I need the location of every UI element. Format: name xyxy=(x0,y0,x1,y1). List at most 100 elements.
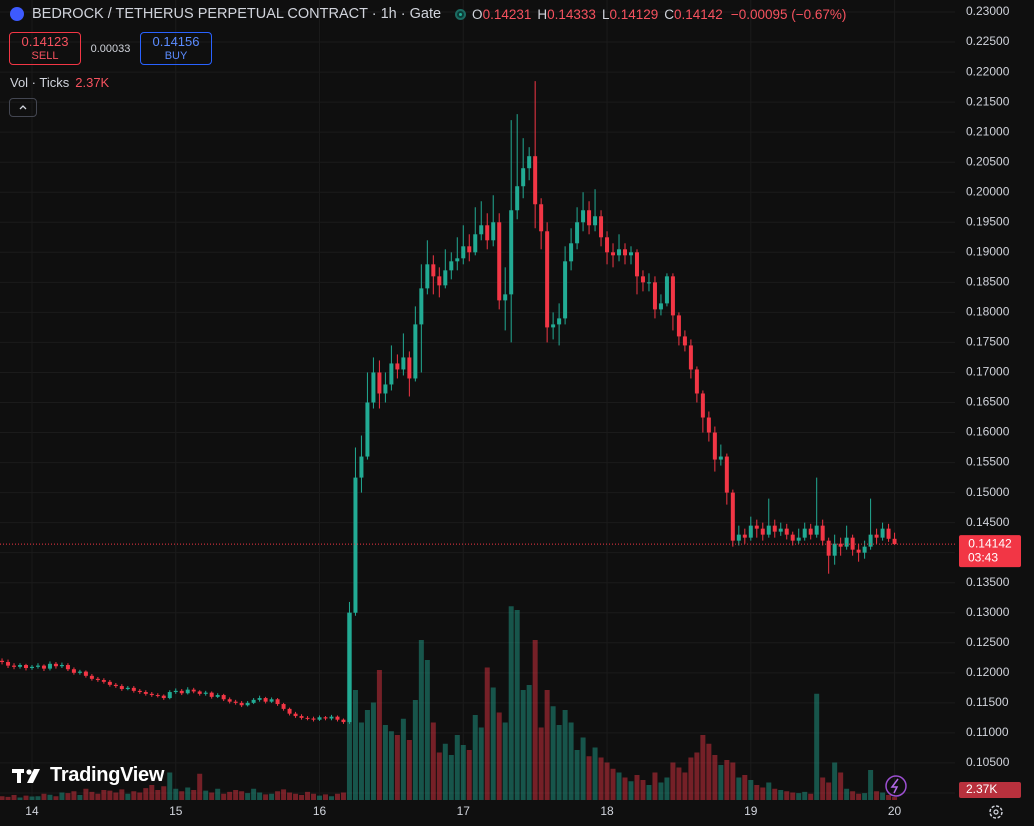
volume-bar xyxy=(724,760,730,800)
candle-body xyxy=(742,534,747,538)
alert-icon[interactable] xyxy=(885,775,907,797)
candle-body xyxy=(652,282,657,310)
volume-bar xyxy=(143,788,149,800)
symbol-header: BEDROCK / TETHERUS PERPETUAL CONTRACT · … xyxy=(10,6,846,22)
candle-body xyxy=(263,698,268,702)
volume-bar xyxy=(209,792,215,800)
candle-body xyxy=(545,231,550,328)
y-tick-label: 0.21000 xyxy=(966,124,1010,138)
candle-body xyxy=(557,318,562,325)
candle-body xyxy=(814,525,819,535)
brand-logo[interactable]: TradingView xyxy=(12,764,164,787)
countdown-label: 03:43 xyxy=(968,550,998,564)
volume-bar xyxy=(394,735,400,800)
candle-body xyxy=(101,680,106,682)
candle-body xyxy=(173,690,178,693)
volume-bar xyxy=(275,791,281,800)
volume-bar xyxy=(382,725,388,800)
volume-bar xyxy=(125,793,131,800)
candle-body xyxy=(796,537,801,541)
volume-bar xyxy=(281,789,287,800)
volume-bar xyxy=(227,791,233,800)
volume-bar xyxy=(682,772,688,800)
volume-bar xyxy=(323,794,329,800)
candle-body xyxy=(820,525,825,541)
collapse-button[interactable] xyxy=(9,98,37,117)
volume-bar xyxy=(736,777,742,800)
volume-bar xyxy=(448,755,454,800)
candle-body xyxy=(413,324,418,379)
candle-body xyxy=(35,665,40,667)
candle-body xyxy=(269,699,274,702)
buy-button[interactable]: 0.14156 BUY xyxy=(140,32,212,65)
candle-body xyxy=(227,699,232,702)
volume-bar xyxy=(874,791,880,800)
volume-bar xyxy=(532,640,538,800)
last-price-box xyxy=(959,535,1021,568)
candle-body xyxy=(383,384,388,394)
settings-icon[interactable] xyxy=(989,805,1003,819)
candle-body xyxy=(455,258,460,262)
candle-body xyxy=(491,222,496,241)
volume-bar xyxy=(886,795,892,800)
volume-bar xyxy=(167,772,173,800)
volume-bar xyxy=(784,791,790,800)
y-tick-label: 0.11000 xyxy=(966,725,1009,739)
candle-body xyxy=(359,456,364,478)
volume-bar xyxy=(526,685,532,800)
market-status[interactable] xyxy=(455,8,467,20)
volume-bar xyxy=(838,772,844,800)
volume-bar xyxy=(334,793,340,800)
candle-body xyxy=(706,417,711,433)
volume-bar xyxy=(496,712,502,800)
exchange-logo xyxy=(10,7,24,21)
volume-bar xyxy=(640,780,646,800)
y-tick-label: 0.13000 xyxy=(966,605,1010,619)
candle-body xyxy=(437,276,442,286)
candle-body xyxy=(664,276,669,304)
volume-bar xyxy=(59,792,65,800)
volume-bar xyxy=(257,792,263,800)
candle-body xyxy=(389,363,394,385)
brand-name: TradingView xyxy=(50,764,165,786)
volume-bar xyxy=(544,690,550,800)
open-value: 0.14231 xyxy=(482,6,532,22)
volume-bar xyxy=(197,773,203,800)
candle-body xyxy=(167,692,172,699)
x-tick-label: 18 xyxy=(600,804,614,818)
buy-label: BUY xyxy=(164,49,188,62)
y-tick-label: 0.16500 xyxy=(966,395,1010,409)
volume-bar xyxy=(149,785,155,800)
volume-bar xyxy=(370,702,376,800)
volume-bar xyxy=(484,667,490,800)
y-tick-label: 0.19500 xyxy=(966,214,1010,228)
candle-body xyxy=(53,663,58,667)
volume-bar xyxy=(694,752,700,800)
candle-body xyxy=(808,528,813,535)
candle-body xyxy=(107,681,112,685)
candle-body xyxy=(233,701,238,703)
candle-body xyxy=(18,665,23,667)
close-label: C xyxy=(664,6,675,22)
volume-bar xyxy=(790,792,796,800)
volume-bar xyxy=(568,722,574,800)
sell-button[interactable]: 0.14123 SELL xyxy=(9,32,81,65)
volume-bar xyxy=(706,743,712,800)
candle-body xyxy=(628,252,633,256)
volume-bar xyxy=(652,772,658,800)
candle-body xyxy=(682,336,687,346)
volume-bar xyxy=(598,757,604,800)
y-tick-label: 0.17000 xyxy=(966,365,1010,379)
candle-body xyxy=(712,432,717,460)
volume-bar xyxy=(352,690,358,800)
volume-bar xyxy=(155,790,161,800)
x-tick-label: 15 xyxy=(169,804,183,818)
symbol-title[interactable]: BEDROCK / TETHERUS PERPETUAL CONTRACT · … xyxy=(32,6,442,22)
candle-body xyxy=(329,716,334,719)
candle-body xyxy=(353,477,358,613)
volume-bar xyxy=(203,790,209,800)
candle-body xyxy=(425,264,430,289)
candle-body xyxy=(221,695,226,700)
y-tick-label: 0.21500 xyxy=(966,94,1010,108)
volume-bar xyxy=(215,788,221,800)
